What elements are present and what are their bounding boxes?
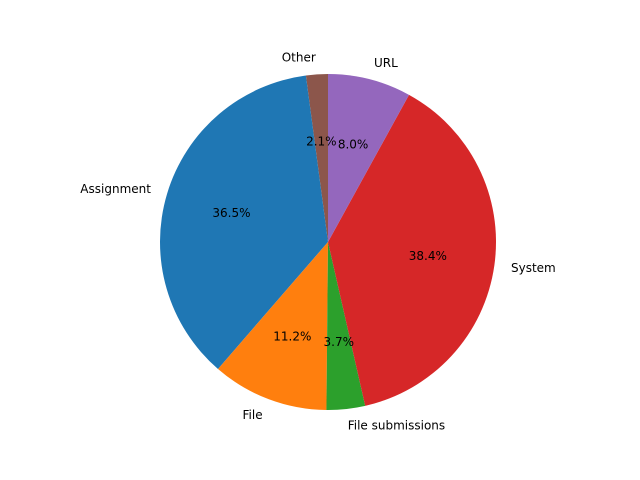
pct-label-url: 8.0% xyxy=(338,137,369,151)
pie-slice-file xyxy=(218,242,328,410)
slice-label-file: File xyxy=(243,408,263,422)
slice-label-file-submissions: File submissions xyxy=(348,419,445,433)
pie-slices xyxy=(160,74,496,410)
pct-label-other: 2.1% xyxy=(306,134,337,148)
pie-slice-file-submissions xyxy=(326,242,366,410)
pct-label-file: 11.2% xyxy=(273,329,311,343)
slice-label-system: System xyxy=(511,261,556,275)
pct-label-assignment: 36.5% xyxy=(212,206,250,220)
pct-label-system: 38.4% xyxy=(409,249,447,263)
pie-labels: 2.1% Other 36.5% Assignment 11.2% File 3.7% Fil… xyxy=(80,51,555,433)
pct-label-file-submissions: 3.7% xyxy=(324,335,355,349)
pie-slice-other xyxy=(305,74,328,242)
pie-slice-system xyxy=(328,94,496,406)
slice-label-url: URL xyxy=(374,56,398,70)
slice-label-other: Other xyxy=(282,51,316,65)
slice-label-assignment: Assignment xyxy=(80,182,151,196)
pie-slice-assignment xyxy=(160,75,328,369)
pie-slice-url xyxy=(328,74,410,242)
